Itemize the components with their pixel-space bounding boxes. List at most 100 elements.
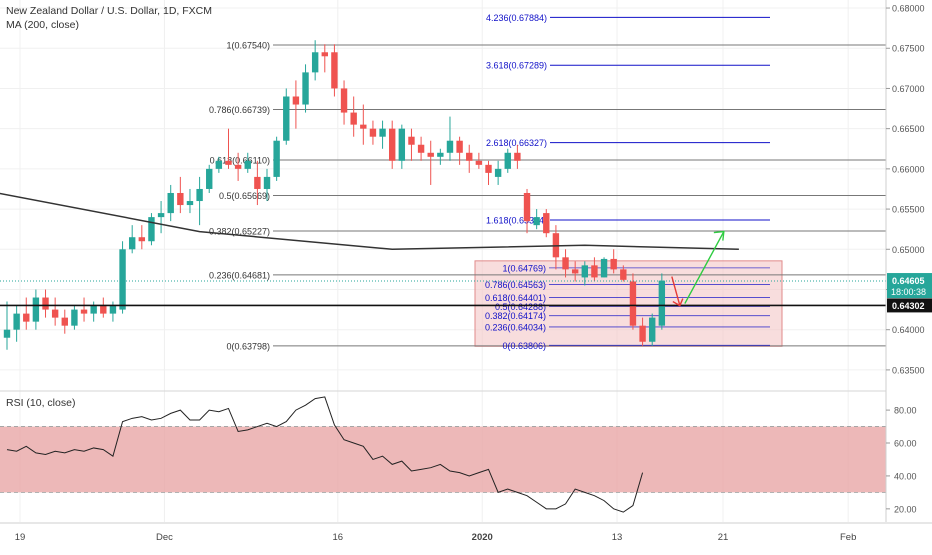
candle-body <box>13 313 20 330</box>
fib-extension-label: 1.618(0.65364) <box>486 216 547 226</box>
candle-body <box>71 309 78 326</box>
fib-box-label: 0.786(0.64563) <box>485 280 546 290</box>
line-price-label: 0.64302 <box>892 301 925 311</box>
fib-retracement-label: 0.618(0.66110) <box>210 156 270 166</box>
candle-body <box>128 237 136 250</box>
candle-body <box>360 124 367 129</box>
ma-indicator-label: MA (200, close) <box>6 19 79 31</box>
candle-body <box>649 317 656 342</box>
candle-body <box>494 168 502 177</box>
candle-body <box>157 213 165 218</box>
fib-retracement-label: 0.786(0.66739) <box>209 105 270 115</box>
price-tick-label: 0.66500 <box>892 124 925 134</box>
rsi-tick-label: 60.00 <box>894 439 917 449</box>
arrow-down-shaft <box>671 276 681 306</box>
rsi-line <box>6 396 644 513</box>
fib-box-label: 0.382(0.64174) <box>485 311 546 321</box>
candle-body <box>321 52 328 57</box>
time-tick-label: Dec <box>156 532 173 543</box>
fib-box-label: 0.5(0.64288) <box>495 302 546 312</box>
chart-title: New Zealand Dollar / U.S. Dollar, 1D, FX… <box>6 5 212 17</box>
price-tick-label: 0.67000 <box>892 84 925 94</box>
candle-body <box>369 128 377 137</box>
candle-body <box>658 280 666 326</box>
candle-body <box>177 192 184 206</box>
candle-body <box>61 317 68 326</box>
candle-body <box>196 188 203 202</box>
rsi-band <box>0 426 886 493</box>
arrow-up-head <box>713 230 725 241</box>
candle-body <box>446 140 454 153</box>
candle-body <box>311 52 319 73</box>
candle-body <box>437 152 444 157</box>
line-price-box <box>887 298 932 313</box>
price-tick-label: 0.65000 <box>892 245 925 255</box>
candle-body <box>167 192 174 214</box>
fib-box-label: 0.618(0.64401) <box>485 293 546 303</box>
current-price-box <box>887 273 932 299</box>
time-tick-label: 2020 <box>472 532 493 543</box>
fib-extension-label: 2.618(0.66327) <box>486 138 547 148</box>
fib-box-label: 0(0.63806) <box>502 341 546 351</box>
candle-body <box>466 152 473 161</box>
candle-body <box>263 176 271 189</box>
candle-body <box>340 88 348 113</box>
fib-retracement-label: 0.382(0.65227) <box>209 227 270 237</box>
time-tick-label: 19 <box>15 532 26 543</box>
candle-body <box>504 152 511 169</box>
candle-body <box>591 265 598 278</box>
price-tick-label: 0.65500 <box>892 205 925 215</box>
candle-body <box>581 265 588 278</box>
candle-body <box>629 281 637 326</box>
candle-body <box>225 160 232 165</box>
candle-body <box>206 168 213 189</box>
candle-body <box>283 96 290 141</box>
fib-extension-label: 3.618(0.67289) <box>486 61 547 71</box>
candle-body <box>109 305 117 314</box>
candle-body <box>100 305 107 314</box>
current-price-label: 0.64605 <box>892 276 925 286</box>
candle-body <box>610 258 617 270</box>
time-tick-label: 21 <box>718 532 729 543</box>
candle-body <box>639 325 646 342</box>
candle-body <box>273 140 280 177</box>
candle-body <box>302 72 309 105</box>
candle-body <box>379 128 386 137</box>
candle-body <box>32 297 40 322</box>
fib-retracement-label: 0(0.63798) <box>226 341 270 351</box>
candle-body <box>408 136 415 145</box>
candle-body <box>23 313 30 322</box>
fib-box-label: 0.236(0.64034) <box>485 322 546 332</box>
candle-body <box>600 258 608 278</box>
price-tick-label: 0.64000 <box>892 325 925 335</box>
price-tick-label: 0.68000 <box>892 4 925 14</box>
candle-body <box>562 257 569 270</box>
candle-body <box>523 192 531 222</box>
fib-retracement-label: 0.5(0.65669) <box>219 191 270 201</box>
candle-body <box>234 164 242 169</box>
fib-retracement-label: 0.236(0.64681) <box>209 270 270 280</box>
candle-body <box>80 309 88 314</box>
price-tick-label: 0.66000 <box>892 164 925 174</box>
candle-body <box>119 249 126 310</box>
price-tick-label: 0.63500 <box>892 365 925 375</box>
fib-retracement-label: 1(0.67540) <box>226 41 270 51</box>
candle-body <box>254 176 261 189</box>
candle-body <box>427 152 434 157</box>
fib-extension-label: 4.236(0.67884) <box>486 13 547 23</box>
candle-body <box>186 201 194 206</box>
candle-body <box>244 160 251 169</box>
rsi-indicator-label: RSI (10, close) <box>6 397 76 409</box>
time-tick-label: 16 <box>333 532 344 543</box>
fib-box-label: 1(0.64769) <box>502 263 546 273</box>
candle-body <box>51 309 59 318</box>
time-tick-label: Feb <box>840 532 856 543</box>
candle-body <box>571 269 579 274</box>
candle-body <box>350 112 357 125</box>
candle-body <box>3 329 11 338</box>
price-tick-label: 0.67500 <box>892 44 925 54</box>
candle-body <box>398 128 406 161</box>
rsi-tick-label: 80.00 <box>894 406 917 416</box>
candle-body <box>543 213 550 234</box>
